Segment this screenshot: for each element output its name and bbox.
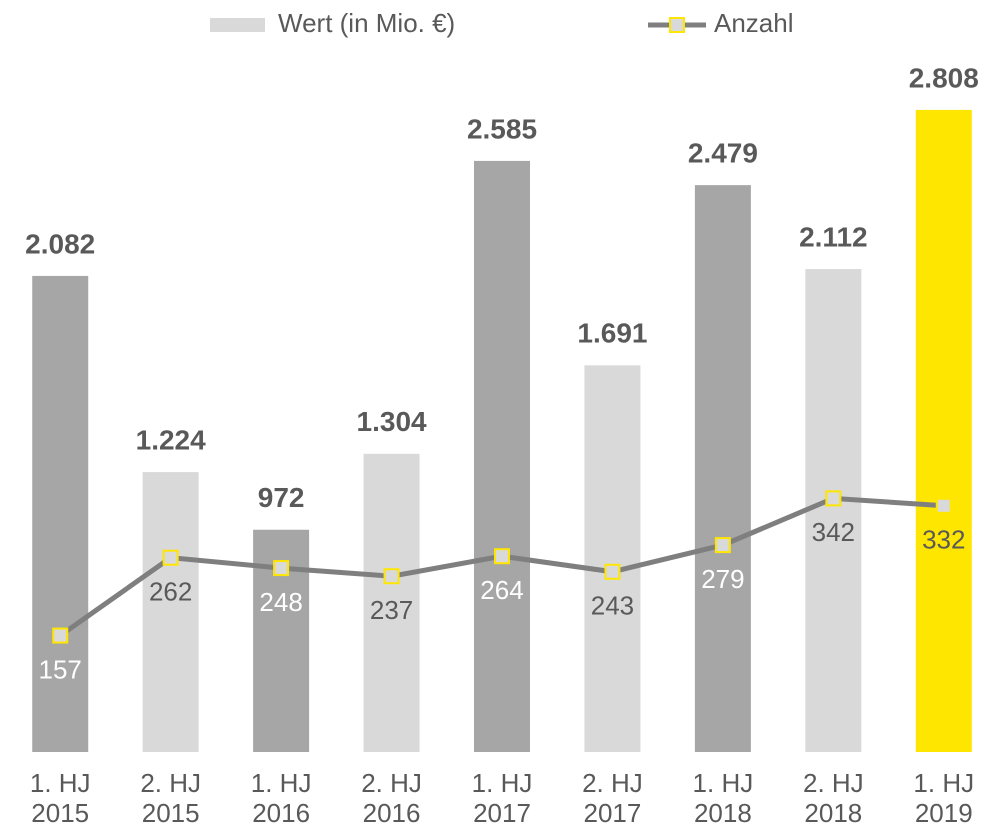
x-tick-label: 2. HJ 2017 <box>582 768 643 828</box>
legend-label: Wert (in Mio. €) <box>278 8 455 38</box>
line-value-label: 237 <box>370 595 413 625</box>
bar <box>474 160 530 752</box>
bar-value-label: 2.082 <box>25 228 95 259</box>
line-value-label: 243 <box>591 591 634 621</box>
bar-value-label: 1.224 <box>136 425 206 456</box>
line-marker <box>494 548 510 565</box>
bar <box>142 472 199 752</box>
line-value-label: 332 <box>922 525 965 555</box>
x-tick-label: 1. HJ 2018 <box>692 768 754 828</box>
legend-swatch <box>210 18 265 32</box>
line-marker <box>825 490 842 507</box>
x-tick-label: 2. HJ 2018 <box>802 768 864 828</box>
bar <box>584 365 641 752</box>
bar-value-label: 2.112 <box>799 221 868 252</box>
line-value-label: 157 <box>39 654 82 684</box>
line-marker <box>604 563 621 580</box>
bar-value-label: 1.304 <box>357 406 427 437</box>
x-tick-label: 1. HJ 2016 <box>250 768 312 828</box>
line-marker <box>383 568 400 585</box>
x-tick-label: 1. HJ 2019 <box>913 768 975 828</box>
bar-value-label: 2.479 <box>688 138 758 169</box>
line-value-label: 264 <box>480 575 523 605</box>
line-marker <box>935 497 952 514</box>
x-tick-label: 2. HJ 2015 <box>140 768 201 828</box>
bar-value-label: 2.808 <box>909 62 979 93</box>
bar <box>805 269 862 752</box>
line-marker <box>714 537 731 554</box>
x-tick-label: 1. HJ 2017 <box>471 768 533 828</box>
bar <box>694 185 751 753</box>
x-tick-label: 2. HJ 2016 <box>361 768 422 828</box>
line-marker <box>162 549 179 566</box>
line-value-label: 262 <box>149 577 192 607</box>
line-value-label: 342 <box>812 517 855 547</box>
line-value-label: 248 <box>259 587 302 617</box>
line-value-label: 279 <box>701 564 744 594</box>
legend-label: Anzahl <box>714 8 794 38</box>
bar <box>363 453 420 752</box>
bar-value-label: 1.691 <box>577 318 647 349</box>
bar <box>915 109 972 753</box>
bar-value-label: 972 <box>258 482 305 513</box>
bar-value-label: 2.585 <box>467 113 537 144</box>
legend-marker <box>669 17 685 33</box>
line-marker <box>273 560 290 577</box>
bar <box>32 275 89 752</box>
line-marker <box>52 627 69 644</box>
x-tick-label: 1. HJ 2015 <box>29 768 91 828</box>
